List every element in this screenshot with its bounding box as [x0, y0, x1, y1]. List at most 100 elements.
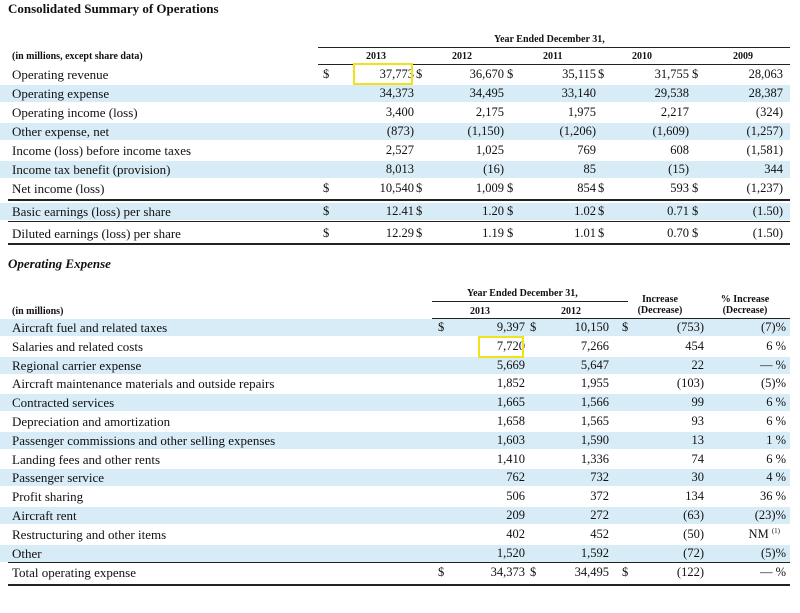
expense-cell-increase: (103)	[676, 376, 704, 390]
summary-cell: (1,257)	[746, 124, 783, 138]
summary-cell: 1.20	[482, 204, 504, 218]
currency-symbol: $	[507, 204, 514, 218]
currency-symbol: $	[438, 320, 445, 334]
summary-cell: 37,773	[379, 67, 414, 81]
summary-cell: (873)	[386, 124, 414, 138]
expense-row-band	[0, 545, 790, 562]
expense-cell-pct: NM (1)	[749, 526, 780, 543]
summary-cell: 593	[670, 181, 689, 195]
pct-value: 6 %	[766, 452, 786, 466]
pct-value: (23)%	[754, 508, 786, 522]
summary-cell: (1,206)	[559, 124, 596, 138]
expense-cell-2012: 1,590	[580, 433, 609, 447]
summary-cell: 344	[764, 162, 783, 176]
summary-cell: 10,540	[379, 181, 414, 195]
summary-cell: (1,237)	[746, 181, 783, 195]
summary-cell: 34,495	[469, 86, 504, 100]
increase-header-line1: Increase	[642, 294, 678, 305]
summary-year-header: 2013	[366, 51, 386, 62]
currency-symbol: $	[323, 204, 330, 218]
summary-cell: 28,063	[748, 67, 783, 81]
currency-symbol: $	[507, 67, 514, 81]
summary-cell: 35,115	[562, 67, 596, 81]
pct-value: 6 %	[766, 339, 786, 353]
expense-row-label: Landing fees and other rents	[12, 452, 161, 467]
expense-period-header: Year Ended December 31,	[467, 288, 578, 299]
summary-cell: 29,538	[654, 86, 689, 100]
expense-cell-increase: 99	[691, 395, 705, 409]
summary-row-label: Basic earnings (loss) per share	[12, 204, 171, 219]
expense-cell-2013: 1,658	[496, 414, 525, 428]
summary-net-income-rule	[8, 199, 790, 201]
expense-cell-increase: 454	[685, 339, 704, 353]
expense-cell-increase: 22	[691, 358, 705, 372]
summary-cell: 36,670	[469, 67, 504, 81]
summary-cell: 2,527	[385, 143, 414, 157]
pct-value: 6 %	[766, 395, 786, 409]
currency-symbol: $	[530, 565, 537, 579]
expense-row-label: Aircraft maintenance materials and outsi…	[12, 376, 275, 391]
expense-cell-pct: 6 %	[766, 451, 786, 468]
expense-cell-increase: 13	[691, 433, 705, 447]
expense-cell-2012: 1,565	[580, 414, 609, 428]
pct-value: 6 %	[766, 414, 786, 428]
summary-row-label: Income (loss) before income taxes	[12, 143, 192, 158]
expense-bottom-rule	[8, 584, 790, 586]
currency-symbol: $	[416, 204, 423, 218]
expense-cell-2013: 9,397	[496, 320, 525, 334]
pct-value: 4 %	[766, 470, 786, 484]
summary-row-label: Income tax benefit (provision)	[12, 162, 171, 177]
expense-row-label: Total operating expense	[12, 565, 136, 580]
expense-cell-2012: 1,566	[580, 395, 609, 409]
currency-symbol: $	[692, 181, 699, 195]
expense-row-label: Salaries and related costs	[12, 339, 144, 354]
expense-cell-2012: 452	[590, 527, 609, 541]
summary-cell: 2,217	[660, 105, 689, 119]
summary-row-label: Operating revenue	[12, 67, 109, 82]
expense-cell-2012: 10,150	[574, 320, 609, 334]
currency-symbol: $	[622, 320, 629, 334]
expense-row-label: Regional carrier expense	[12, 358, 142, 373]
expense-row-label: Aircraft rent	[12, 508, 77, 523]
currency-symbol: $	[416, 67, 423, 81]
currency-symbol: $	[507, 181, 514, 195]
summary-cell: 2,175	[475, 105, 504, 119]
expense-row-band	[0, 507, 790, 524]
expense-cell-pct: (5)%	[761, 375, 786, 392]
summary-cell: 12.29	[385, 226, 414, 240]
currency-symbol: $	[598, 67, 605, 81]
expense-cell-increase: (50)	[683, 527, 704, 541]
expense-cell-pct: 6 %	[766, 338, 786, 355]
expense-cell-2013: 762	[506, 470, 525, 484]
pct-value: — %	[759, 358, 786, 372]
expense-cell-2012: 7,266	[580, 339, 609, 353]
expense-row-label: Profit sharing	[12, 489, 84, 504]
expense-cell-2012: 5,647	[580, 358, 609, 372]
expense-row-label: Restructuring and other items	[12, 527, 167, 542]
expense-cell-2012: 34,495	[574, 565, 609, 579]
summary-period-rule	[318, 47, 790, 48]
expense-cell-pct: 6 %	[766, 413, 786, 430]
expense-cell-2013: 1,410	[496, 452, 525, 466]
summary-cell: 85	[583, 162, 597, 176]
expense-cell-pct: 4 %	[766, 469, 786, 486]
expense-title: Operating Expense	[8, 256, 111, 271]
expense-row-label: Passenger commissions and other selling …	[12, 433, 276, 448]
expense-row-band	[0, 319, 790, 336]
expense-units-label: (in millions)	[12, 306, 64, 317]
currency-symbol: $	[598, 204, 605, 218]
currency-symbol: $	[507, 226, 514, 240]
expense-cell-2013: 402	[506, 527, 525, 541]
summary-cell: (15)	[668, 162, 689, 176]
expense-cell-2013: 34,373	[490, 565, 525, 579]
summary-row-label: Other expense, net	[12, 124, 110, 139]
summary-row-band	[0, 161, 790, 178]
pct-value: 36 %	[759, 489, 786, 503]
expense-cell-2013: 1,665	[496, 395, 525, 409]
summary-cell: 28,387	[748, 86, 783, 100]
summary-cell: 1.02	[574, 204, 596, 218]
summary-year-header: 2012	[452, 51, 472, 62]
pct-value: — %	[759, 565, 786, 579]
summary-cell: 1.01	[574, 226, 596, 240]
summary-cell: 3,400	[385, 105, 414, 119]
